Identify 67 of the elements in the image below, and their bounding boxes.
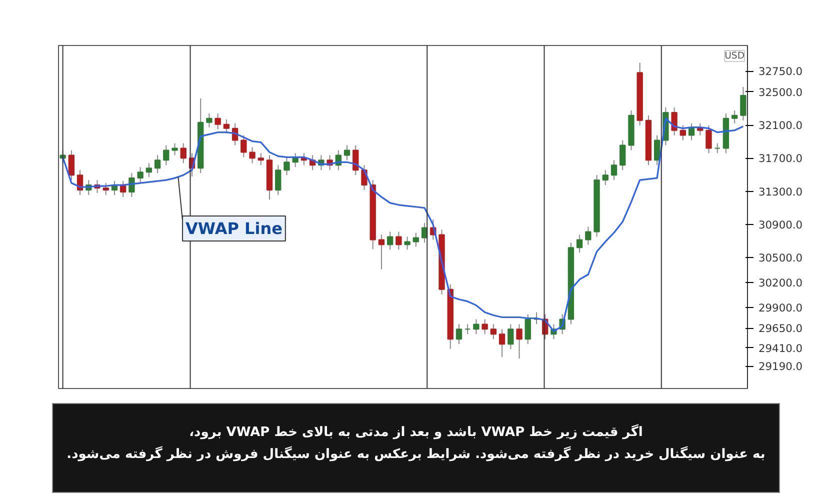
candlestick <box>508 324 514 350</box>
candlestick <box>128 172 135 198</box>
candlestick <box>688 122 695 141</box>
candlestick <box>533 312 540 325</box>
candlestick <box>473 318 480 335</box>
y-tick-label: 32500.0 <box>758 86 803 99</box>
y-tick-label: 30900.0 <box>758 218 803 232</box>
candlestick <box>180 142 186 164</box>
y-tick-label: 32750.0 <box>758 65 803 78</box>
candlestick <box>249 146 256 164</box>
candlestick <box>172 142 178 156</box>
candlestick <box>740 86 746 121</box>
y-tick-label: 31700.0 <box>758 152 803 166</box>
candlestick <box>292 152 298 168</box>
candlestick <box>275 164 282 196</box>
candlestick <box>620 140 626 171</box>
candlestick <box>456 324 462 345</box>
y-tick-label: 29190.0 <box>758 360 803 374</box>
candlestick <box>258 152 264 166</box>
candlestick <box>68 150 74 181</box>
candlestick <box>731 110 738 124</box>
candlestick <box>146 162 152 178</box>
y-tick-label: 31300.0 <box>758 185 803 198</box>
candlestick <box>344 144 350 161</box>
candlestick <box>602 170 608 186</box>
candlestick <box>137 166 144 184</box>
candlestick <box>490 324 497 340</box>
candlestick <box>412 232 420 248</box>
candlestick <box>386 231 394 250</box>
candlestick <box>697 122 704 136</box>
candlestick <box>154 154 161 174</box>
y-tick-label: 30200.0 <box>758 276 803 290</box>
text: به عنوان سیگنال خرید در نظر گرفته می‌شود. شرایط برعکس به عنوان سیگنال فروش در نظر گرفته می‌شود. <box>66 447 766 462</box>
candlestick <box>464 324 471 335</box>
candlestick <box>120 180 126 198</box>
y-tick-label: 29410.0 <box>758 342 803 355</box>
candlestick <box>516 324 522 360</box>
annotation: VWAP Line <box>186 219 283 238</box>
y-tick-label: 32100.0 <box>758 119 803 132</box>
candlestick <box>706 124 712 154</box>
text: اگر قیمت زیر خط VWAP باشد و بعد از مدتی به بالای خط VWAP برود، <box>189 425 643 440</box>
annotation: USD <box>724 50 745 62</box>
candlestick <box>111 180 118 196</box>
candlestick <box>214 112 221 130</box>
candlestick <box>610 160 618 181</box>
candlestick <box>206 112 212 128</box>
candlestick <box>284 156 290 176</box>
candlestick <box>482 318 488 335</box>
candlestick <box>714 142 720 154</box>
candlestick <box>585 226 592 246</box>
y-tick-label: 29650.0 <box>758 322 803 336</box>
candlestick <box>396 231 402 250</box>
candlestick <box>576 234 583 254</box>
candlestick <box>378 234 385 270</box>
candlestick <box>352 144 359 176</box>
y-tick-label: 29900.0 <box>758 301 803 314</box>
candlestick <box>102 182 109 196</box>
candlestick <box>163 144 170 166</box>
candlestick <box>223 118 230 134</box>
candlestick <box>524 314 531 345</box>
y-tick-label: 30500.0 <box>758 252 803 265</box>
candlestick <box>671 106 678 136</box>
candlestick <box>240 134 247 158</box>
candlestick <box>654 134 660 166</box>
candlestick <box>498 328 506 358</box>
candlestick <box>404 236 410 250</box>
candlestick <box>680 124 686 141</box>
